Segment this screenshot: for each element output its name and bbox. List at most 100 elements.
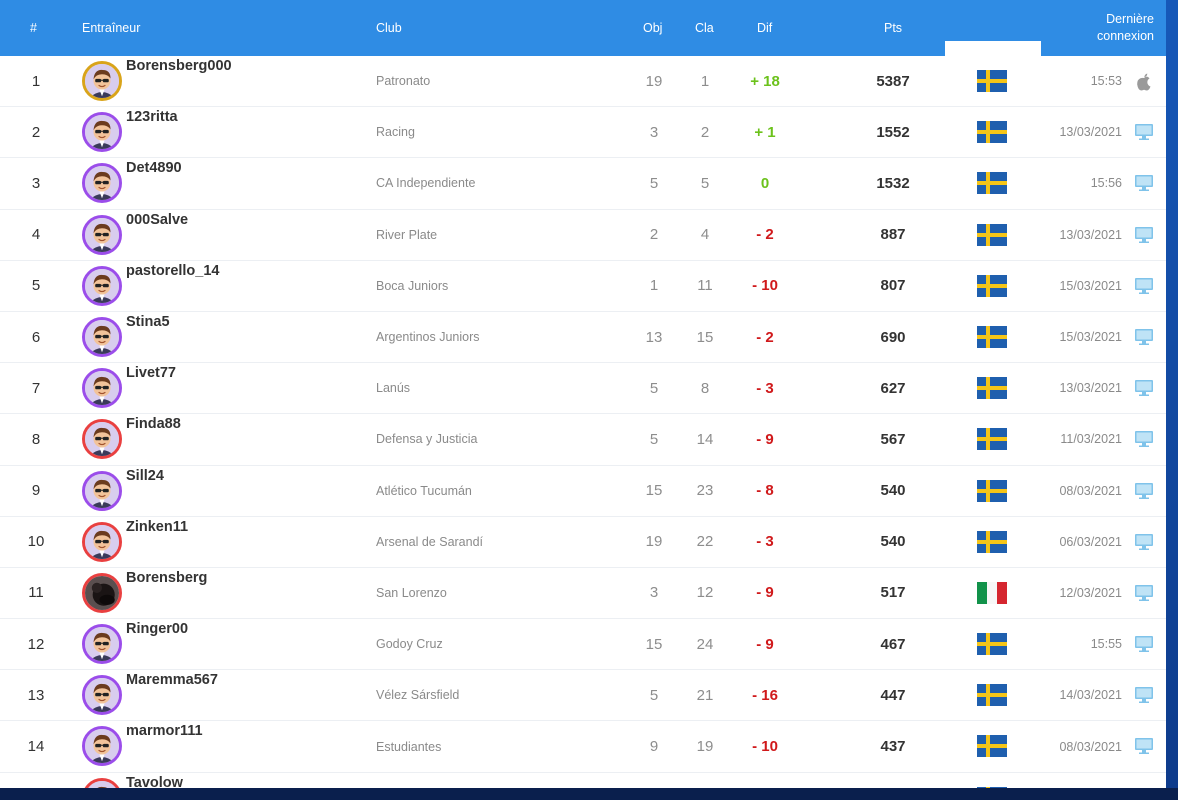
avatar[interactable] <box>82 368 122 409</box>
sweden-flag-icon <box>977 479 1007 502</box>
header-obj[interactable]: Obj <box>643 21 663 35</box>
sweden-flag-icon <box>977 274 1007 297</box>
monitor-icon <box>1134 430 1154 448</box>
avatar[interactable] <box>82 61 122 101</box>
table-row[interactable]: 4 000Salve River Plate 2 4 - 2 887 13/03/2021 <box>0 210 1166 261</box>
coach-name-link[interactable]: Finda88 <box>126 416 181 433</box>
header-pts[interactable]: Pts <box>884 21 903 35</box>
obj-cell: 19 <box>645 533 663 551</box>
club-cell: Boca Juniors <box>376 278 449 293</box>
avatar[interactable] <box>82 265 122 306</box>
dif-cell: - 2 <box>756 328 774 346</box>
coach-name-link[interactable]: Borensberg000 <box>126 58 232 74</box>
table-row[interactable]: 9 Sill24 Atlético Tucumán 15 23 - 8 540 08/03/… <box>0 466 1166 517</box>
dif-cell: - 3 <box>756 533 774 551</box>
club-cell: Patronato <box>376 74 431 89</box>
avatar[interactable] <box>82 624 122 665</box>
header-flag-tab[interactable] <box>945 41 1041 56</box>
dif-cell: - 3 <box>756 379 774 397</box>
monitor-icon <box>1134 226 1154 244</box>
rank-cell: 4 <box>31 226 41 244</box>
dif-cell: - 10 <box>752 277 778 295</box>
avatar[interactable] <box>82 470 122 511</box>
table-row[interactable]: 14 marmor111 Estudiantes 9 19 - 10 437 08/03/2… <box>0 721 1166 773</box>
table-row[interactable]: 3 Det4890 CA Independiente 5 5 0 1532 15:56 <box>0 158 1166 210</box>
points-cell: 467 <box>880 635 906 653</box>
avatar[interactable] <box>82 572 122 613</box>
coach-name-link[interactable]: Zinken11 <box>126 518 189 535</box>
club-cell: Atlético Tucumán <box>376 483 472 498</box>
club-cell: Arsenal de Sarandí <box>376 534 484 549</box>
avatar[interactable] <box>82 163 122 204</box>
coach-name-link[interactable]: Maremma567 <box>126 672 218 689</box>
avatar[interactable] <box>82 419 122 460</box>
club-cell: Defensa y Justicia <box>376 432 478 447</box>
coach-name-link[interactable]: Tavolow <box>126 774 183 788</box>
header-club[interactable]: Club <box>376 21 402 35</box>
points-cell: 627 <box>880 379 906 397</box>
table-row[interactable]: 1 Borensberg000 Patronato 19 1 + 18 5387 15:53 <box>0 56 1166 108</box>
cla-cell: 8 <box>700 379 710 397</box>
monitor-icon <box>1134 737 1154 755</box>
table-row[interactable]: 5 pastorello_14 Boca Juniors 1 11- 10 807 15/… <box>0 261 1166 312</box>
header-last-connection[interactable]: Dernière connexion <box>1097 0 1154 56</box>
avatar[interactable] <box>82 316 122 357</box>
ranking-panel: # Entraîneur Club Obj Cla Dif Pts Derniè… <box>0 0 1166 788</box>
table-row[interactable]: 7 Livet77 Lanús 5 8 - 3 627 13/03/2021 <box>0 363 1166 415</box>
table-row[interactable]: 6 Stina5 Argentinos Juniors 13 15 - 2 690 15/0… <box>0 312 1166 364</box>
table-row[interactable]: 15 Tavolow Banfield 13 20 - 7 0 14/03/2021 <box>0 773 1166 788</box>
coach-name-link[interactable]: pastorello_14 <box>126 262 220 279</box>
header-rank[interactable]: # <box>30 21 37 35</box>
sweden-flag-icon <box>977 223 1007 246</box>
points-cell: 807 <box>880 277 906 295</box>
dif-cell: - 10 <box>752 738 778 756</box>
coach-name-link[interactable]: 123ritta <box>126 109 178 126</box>
obj-cell: 3 <box>649 584 659 602</box>
header-coach[interactable]: Entraîneur <box>82 21 141 35</box>
table-row[interactable]: 11 Borensberg San Lorenzo 3 12 - 9 517 12/03/2… <box>0 568 1166 620</box>
last-connection-cell: 13/03/2021 <box>1059 227 1122 242</box>
table-row[interactable]: 12 Ringer00 Godoy Cruz 15 24 - 9 467 15:55 <box>0 619 1166 671</box>
avatar[interactable] <box>82 521 122 562</box>
coach-name-link[interactable]: Sill24 <box>126 467 164 484</box>
monitor-icon <box>1134 635 1154 653</box>
club-cell: River Plate <box>376 227 438 242</box>
dif-cell: - 8 <box>756 482 774 500</box>
avatar[interactable] <box>82 675 122 716</box>
obj-cell: 13 <box>645 328 663 346</box>
header-dif[interactable]: Dif <box>757 21 773 35</box>
rank-cell: 6 <box>31 328 41 346</box>
coach-name-link[interactable]: Livet77 <box>126 365 176 382</box>
table-row[interactable]: 13 Maremma567 Vélez Sársfield 5 21 - 16 447 14… <box>0 670 1166 722</box>
coach-name-link[interactable]: Borensberg <box>126 569 208 586</box>
last-connection-cell: 15:53 <box>1090 74 1122 89</box>
table-row[interactable]: 10 Zinken11 Arsenal de Sarandí 19 22 - 3 540 0… <box>0 517 1166 568</box>
last-connection-cell: 14/03/2021 <box>1059 688 1122 703</box>
coach-name-link[interactable]: marmor111 <box>126 723 203 740</box>
apple-icon <box>1134 72 1154 91</box>
coach-name-link[interactable]: 000Salve <box>126 211 189 228</box>
avatar[interactable] <box>82 214 122 255</box>
rank-cell: 2 <box>31 123 41 141</box>
avatar[interactable] <box>82 726 122 767</box>
avatar[interactable] <box>82 777 122 788</box>
ranking-rows: 1 Borensberg000 Patronato 19 1 + 18 5387 15:53… <box>0 56 1166 788</box>
header-cla[interactable]: Cla <box>695 21 714 35</box>
table-row[interactable]: 2 123ritta Racing 3 2 + 1 1552 13/03/2021 <box>0 107 1166 159</box>
obj-cell: 15 <box>645 635 663 653</box>
last-connection-cell: 13/03/2021 <box>1059 381 1122 396</box>
points-cell: 540 <box>880 533 906 551</box>
coach-name-link[interactable]: Stina5 <box>126 313 170 330</box>
table-row[interactable]: 8 Finda88 Defensa y Justicia 5 14 - 9 567 11/0… <box>0 414 1166 466</box>
coach-name-link[interactable]: Ringer00 <box>126 621 189 638</box>
obj-cell: 9 <box>649 738 659 756</box>
club-cell: Argentinos Juniors <box>376 330 480 345</box>
avatar[interactable] <box>82 112 122 153</box>
dif-cell: - 16 <box>752 686 778 704</box>
points-cell: 437 <box>880 738 906 756</box>
last-connection-cell: 15:56 <box>1090 176 1122 191</box>
obj-cell: 5 <box>649 174 659 192</box>
dif-cell: - 7 <box>740 773 790 788</box>
last-connection-cell: 08/03/2021 <box>1059 483 1122 498</box>
coach-name-link[interactable]: Det4890 <box>126 160 182 177</box>
